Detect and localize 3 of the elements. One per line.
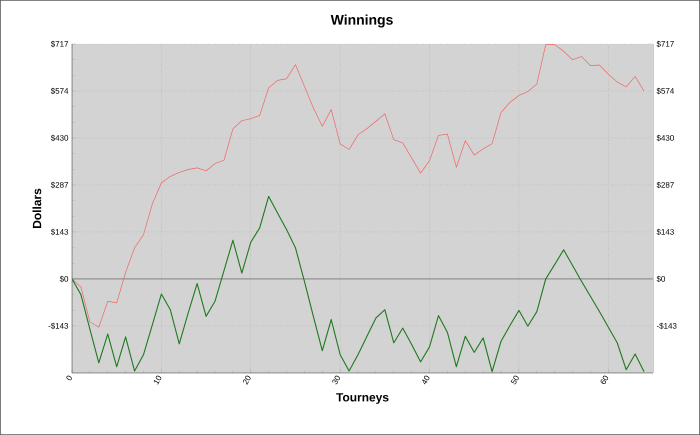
chart-title: Winnings: [330, 14, 393, 28]
y-axis-title: Dollars: [32, 188, 42, 228]
x-axis-title: Tourneys: [336, 393, 388, 404]
